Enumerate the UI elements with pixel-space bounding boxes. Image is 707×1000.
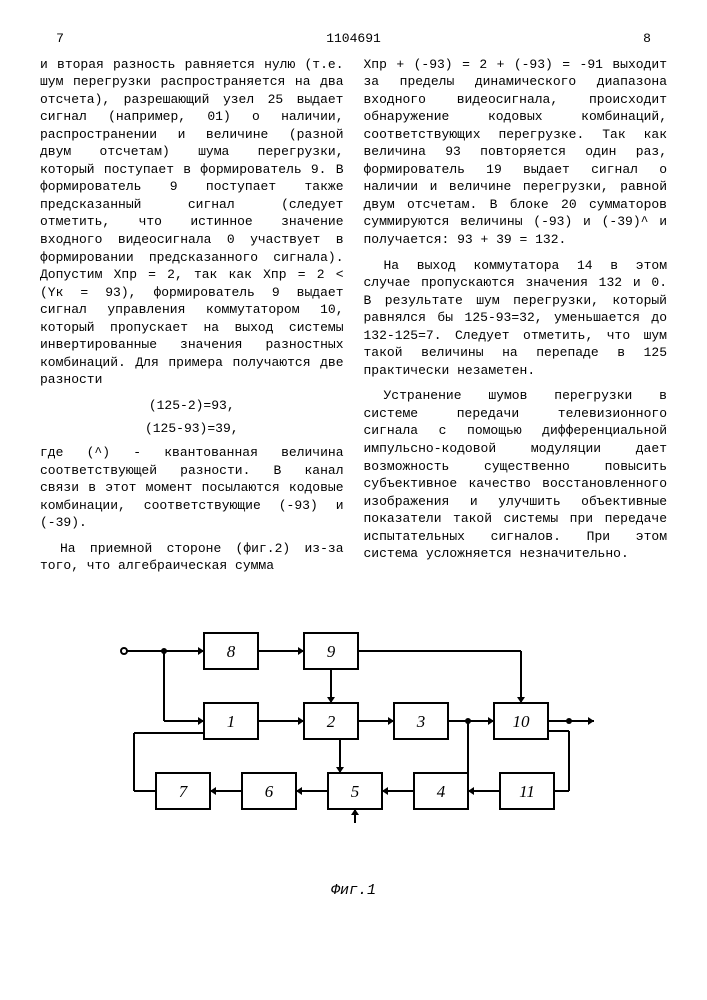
para: и вторая разность равняется нулю (т.е. ш… — [40, 56, 344, 389]
diagram-svg: 8912310765411 — [94, 613, 614, 873]
svg-text:8: 8 — [226, 642, 235, 661]
block-diagram: 8912310765411 Фиг.1 — [40, 613, 667, 901]
svg-text:5: 5 — [350, 782, 359, 801]
figure-label: Фиг.1 — [40, 881, 667, 901]
svg-text:1: 1 — [226, 712, 235, 731]
left-column: и вторая разность равняется нулю (т.е. ш… — [40, 56, 344, 583]
svg-text:9: 9 — [326, 642, 335, 661]
right-column: Xпр + (-93) = 2 + (-93) = -91 выходит за… — [364, 56, 668, 583]
svg-text:2: 2 — [326, 712, 335, 731]
svg-text:6: 6 — [264, 782, 273, 801]
svg-text:11: 11 — [519, 782, 535, 801]
svg-text:3: 3 — [415, 712, 425, 731]
formula: (125-93)=39, — [40, 420, 344, 438]
text-columns: и вторая разность равняется нулю (т.е. ш… — [40, 56, 667, 583]
formula: (125-2)=93, — [40, 397, 344, 415]
page-header: 7 1104691 8 — [40, 30, 667, 48]
para: Устранение шумов перегрузки в системе пе… — [364, 387, 668, 562]
para: Xпр + (-93) = 2 + (-93) = -91 выходит за… — [364, 56, 668, 249]
page-num-right: 8 — [627, 30, 667, 48]
para: где (^) - квантованная величина соответс… — [40, 444, 344, 532]
page-num-left: 7 — [40, 30, 80, 48]
document-number: 1104691 — [80, 30, 627, 48]
svg-text:10: 10 — [512, 712, 530, 731]
para: На выход коммутатора 14 в этом случае пр… — [364, 257, 668, 380]
para: На приемной стороне (фиг.2) из-за того, … — [40, 540, 344, 575]
svg-text:4: 4 — [436, 782, 445, 801]
